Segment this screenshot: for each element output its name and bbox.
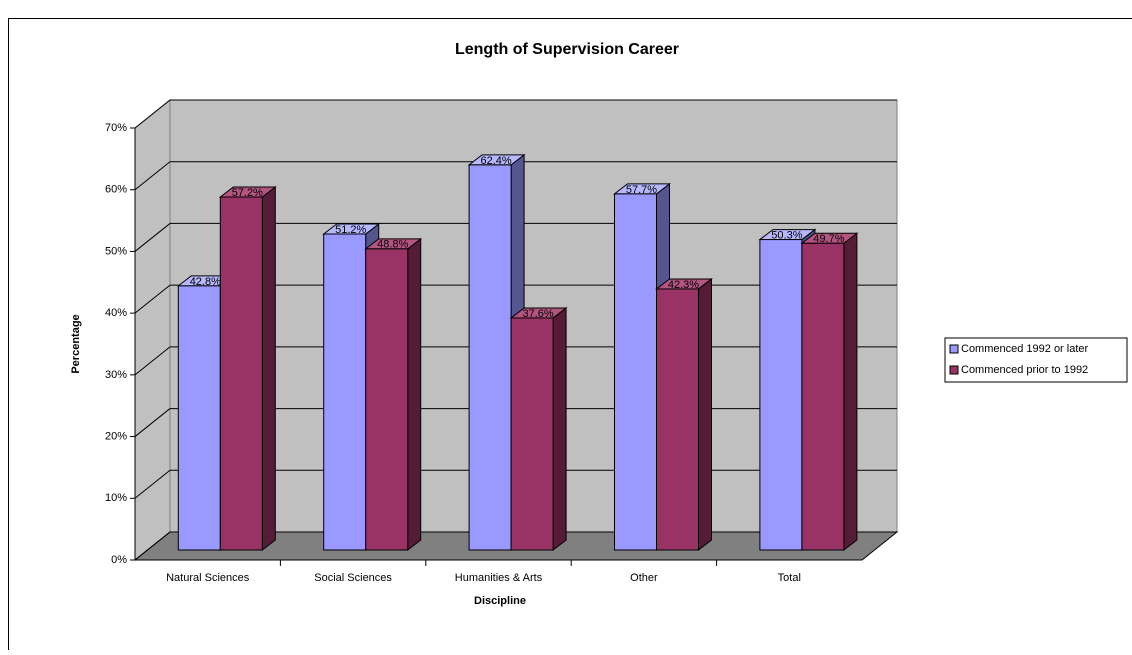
bar: [366, 249, 408, 550]
y-tick-label: 0%: [111, 554, 127, 566]
data-label: 57.7%: [626, 184, 657, 196]
y-tick-label: 70%: [105, 122, 127, 134]
y-tick-label: 20%: [105, 430, 127, 442]
x-tick-label: Other: [630, 572, 658, 584]
legend-swatch: [950, 366, 958, 374]
bar: [220, 197, 262, 550]
legend-label: Commenced 1992 or later: [961, 343, 1089, 355]
bar: [760, 240, 802, 550]
bar: [657, 289, 699, 550]
data-label: 50.3%: [771, 229, 802, 241]
x-tick-label: Social Sciences: [314, 572, 392, 584]
bar-side: [699, 279, 712, 550]
y-tick-label: 50%: [105, 245, 127, 257]
data-label: 37.6%: [522, 308, 553, 320]
data-label: 51.2%: [335, 224, 366, 236]
chart-title: Length of Supervision Career: [455, 41, 679, 58]
y-tick-label: 10%: [105, 492, 127, 504]
bar-side: [262, 187, 275, 550]
left-wall: [135, 100, 170, 560]
data-label: 57.2%: [232, 187, 263, 199]
y-tick-label: 60%: [105, 184, 127, 196]
data-label: 49.7%: [813, 233, 844, 245]
data-label: 62.4%: [480, 155, 511, 167]
data-label: 42.8%: [190, 276, 221, 288]
y-tick-label: 30%: [105, 369, 127, 381]
bar: [324, 234, 366, 550]
bar-side: [844, 233, 857, 550]
bar: [802, 243, 844, 550]
bar: [178, 286, 220, 550]
x-tick-label: Humanities & Arts: [455, 572, 543, 584]
y-axis-title: Percentage: [70, 314, 82, 373]
data-label: 48.8%: [377, 239, 408, 251]
x-tick-label: Total: [778, 572, 801, 584]
legend-label: Commenced prior to 1992: [961, 364, 1088, 376]
bar: [469, 165, 511, 550]
bar-side: [553, 308, 566, 550]
x-axis-title: Discipline: [474, 595, 526, 607]
data-label: 42.3%: [668, 279, 699, 291]
bar: [615, 194, 657, 550]
legend-swatch: [950, 345, 958, 353]
bar: [511, 318, 553, 550]
y-tick-label: 40%: [105, 307, 127, 319]
x-tick-label: Natural Sciences: [166, 572, 250, 584]
bar-side: [408, 239, 421, 550]
